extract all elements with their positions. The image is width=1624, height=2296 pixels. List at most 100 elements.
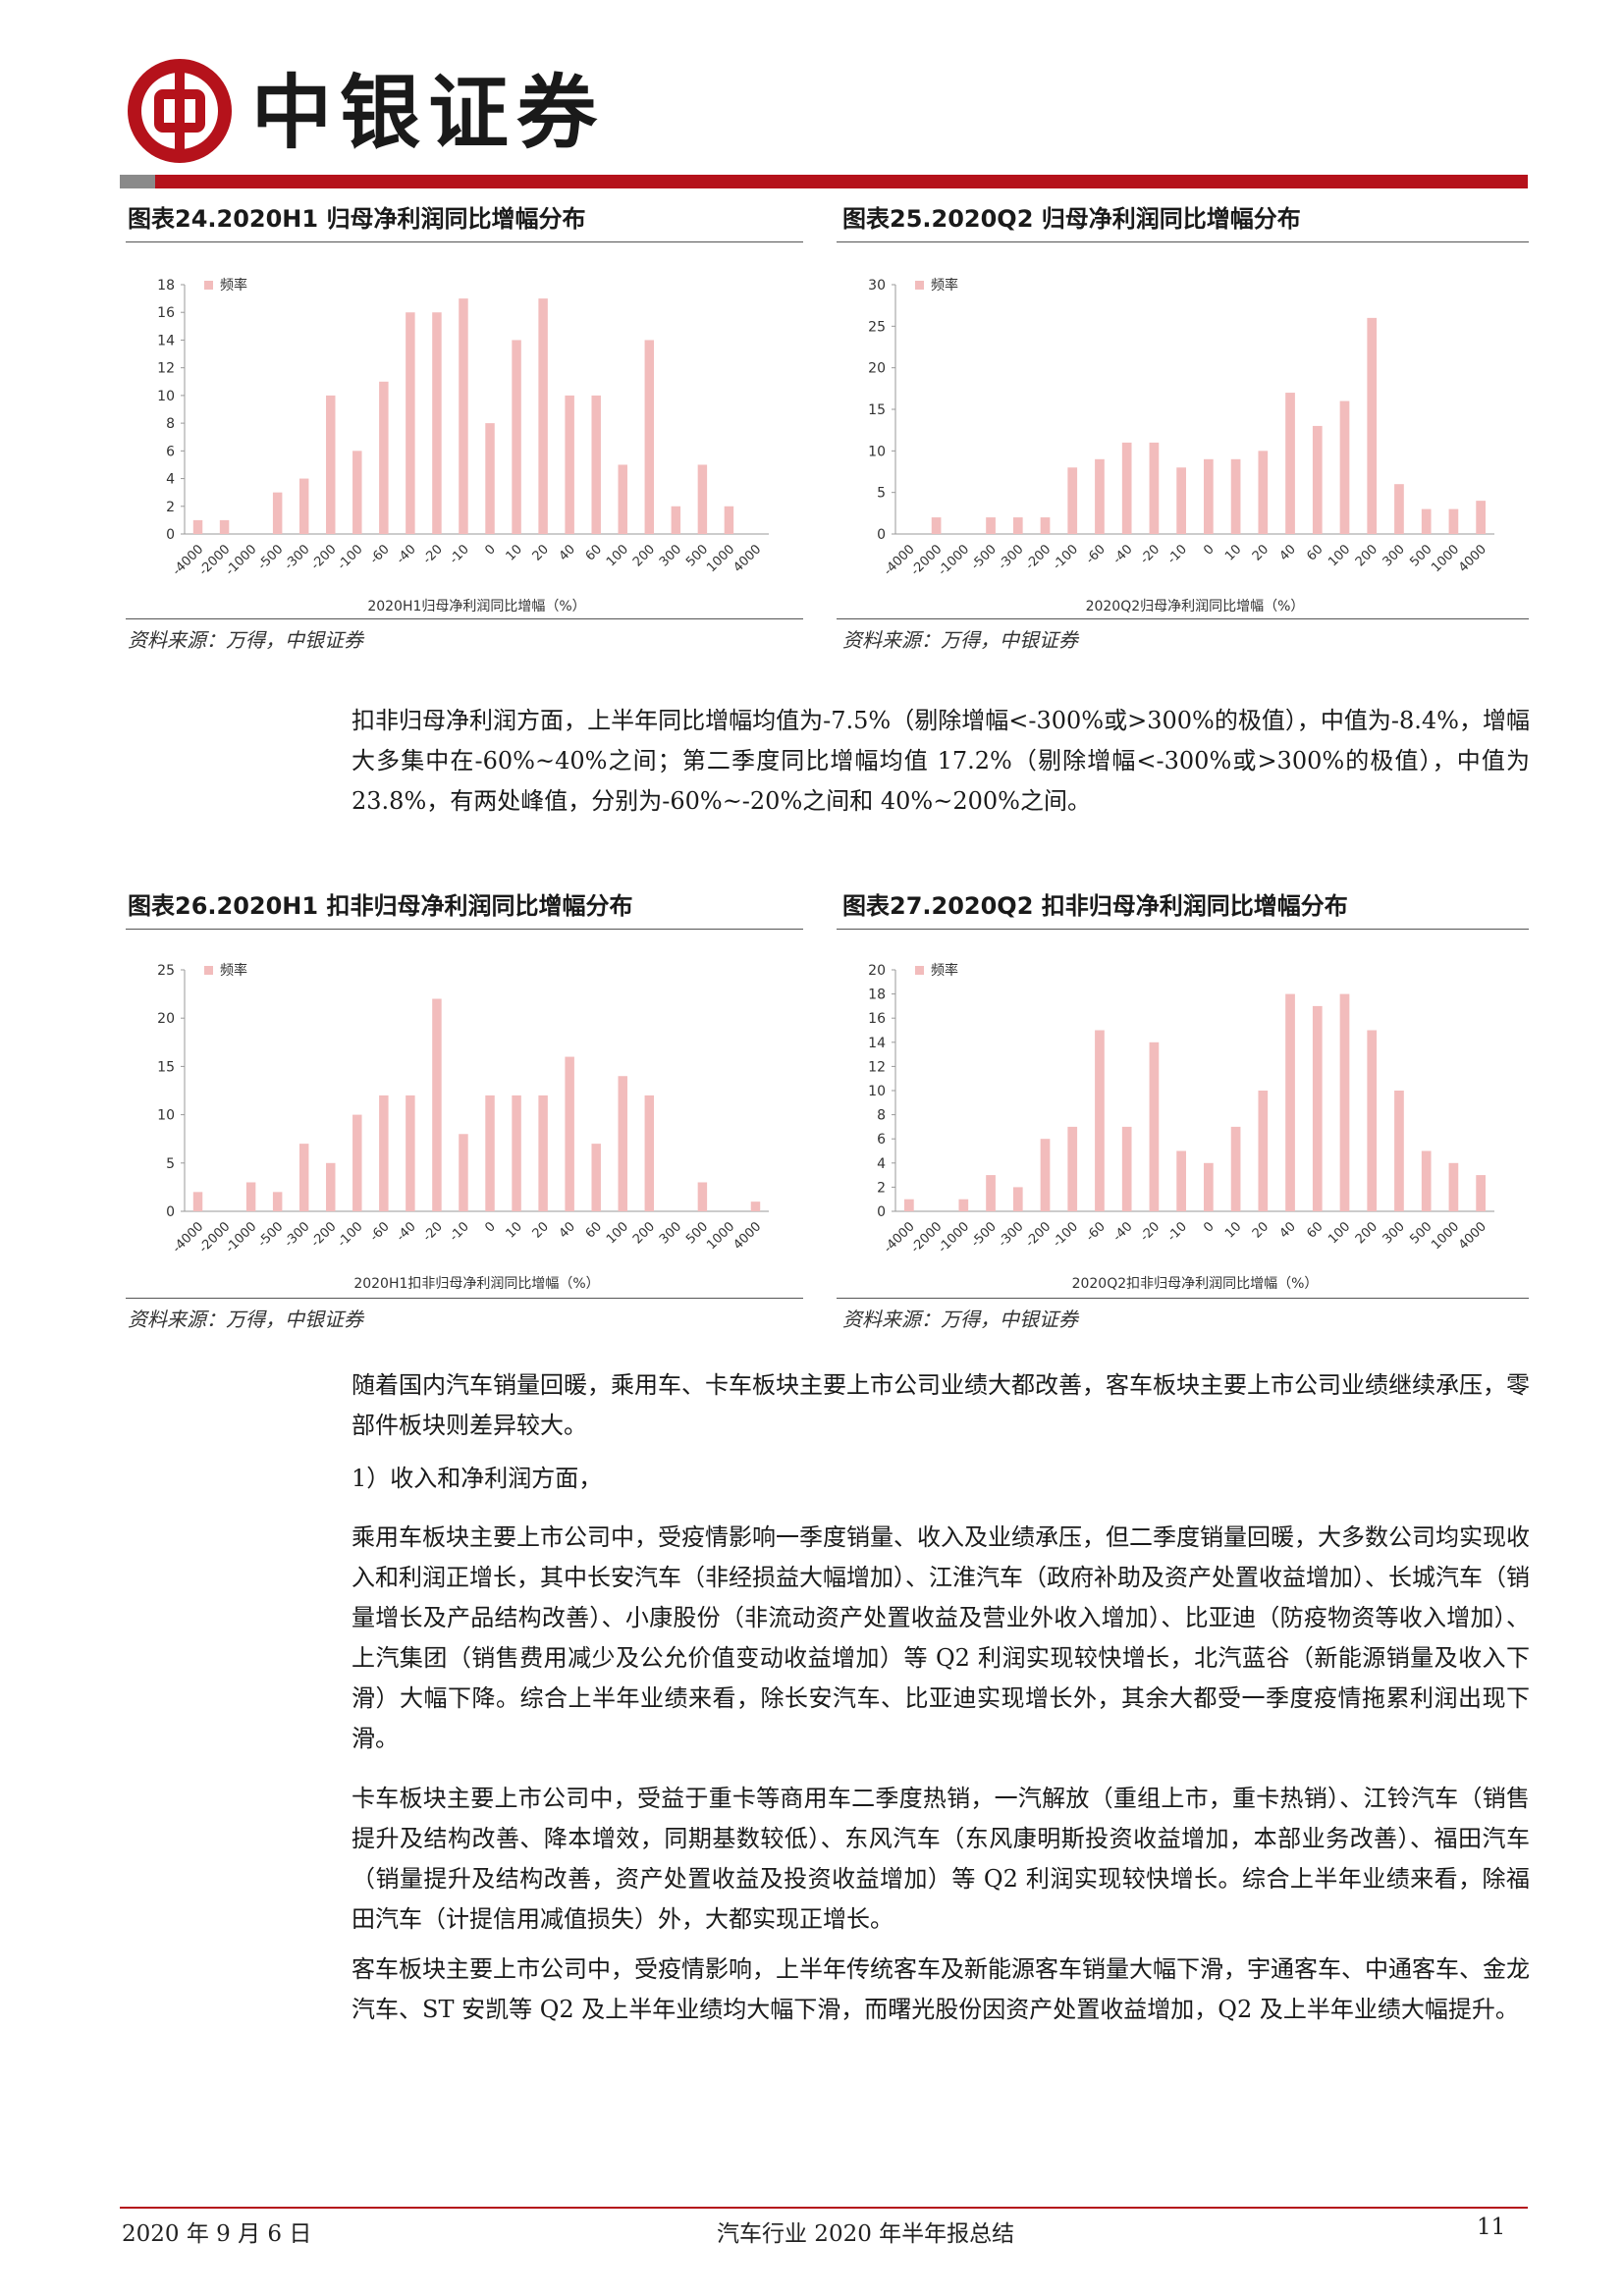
figure-source: 资料来源：万得，中银证券 <box>128 1308 363 1331</box>
chart-bar <box>245 1182 256 1211</box>
y-tick-label: 5 <box>166 1156 175 1172</box>
x-tick-label: 1000 <box>704 542 737 575</box>
x-tick-label: -10 <box>1164 542 1190 567</box>
chart-bar <box>1230 1126 1241 1211</box>
chart-bar <box>352 1114 362 1211</box>
x-tick-label: 0 <box>1201 542 1217 558</box>
x-tick-label: 0 <box>482 1219 498 1235</box>
figure-rule <box>126 241 803 242</box>
y-tick-label: 25 <box>157 963 175 979</box>
figure-title-25: 图表25.2020Q2 归母净利润同比增幅分布 <box>842 205 1301 233</box>
chart-bar <box>565 395 574 534</box>
figure-rule <box>837 241 1529 242</box>
chart-bar <box>1339 400 1350 534</box>
footer-title: 汽车行业 2020 年半年报总结 <box>717 2221 1015 2247</box>
x-tick-label: 60 <box>1304 542 1326 563</box>
y-tick-label: 16 <box>868 1011 886 1027</box>
x-tick-label: -10 <box>1164 1219 1190 1245</box>
chart-bar <box>1204 1162 1214 1211</box>
x-tick-label: 4000 <box>731 1219 764 1253</box>
x-tick-label: -20 <box>420 1219 446 1245</box>
chart-bar <box>644 340 655 534</box>
x-tick-label: -500 <box>255 542 286 572</box>
x-tick-label: -1000 <box>936 1219 972 1255</box>
y-tick-label: 2 <box>166 500 175 515</box>
x-tick-label: -200 <box>308 1219 339 1250</box>
y-tick-label: 0 <box>166 1204 175 1220</box>
chart-bar <box>538 298 548 534</box>
chart-bar <box>618 464 627 534</box>
figure-source: 资料来源：万得，中银证券 <box>128 628 363 652</box>
y-tick-label: 10 <box>868 1084 886 1099</box>
chart-bar <box>326 1162 336 1211</box>
chart-bar <box>512 340 521 534</box>
y-tick-label: 2 <box>877 1180 886 1196</box>
legend-swatch <box>204 281 213 290</box>
x-tick-label: -100 <box>335 1219 365 1250</box>
chart-bar <box>1394 484 1404 534</box>
y-tick-label: 18 <box>157 278 175 294</box>
x-tick-label: -100 <box>1051 1219 1081 1250</box>
chart-bar <box>1095 1030 1105 1211</box>
x-tick-label: -60 <box>1083 1219 1109 1245</box>
x-tick-label: -60 <box>1083 542 1109 567</box>
y-tick-label: 20 <box>157 1011 175 1027</box>
x-tick-label: -10 <box>447 1219 472 1245</box>
x-tick-label: 100 <box>1326 1219 1353 1247</box>
chart-bar <box>406 312 415 534</box>
figure-title-24: 图表24.2020H1 归母净利润同比增幅分布 <box>128 205 586 233</box>
chart-bar <box>1204 458 1214 534</box>
chart-bar <box>697 1182 708 1211</box>
y-tick-label: 14 <box>157 333 175 348</box>
chart-bar <box>1285 393 1295 534</box>
chart-bar <box>1040 517 1051 534</box>
x-tick-label: 20 <box>530 1219 552 1241</box>
x-tick-label: 4000 <box>1456 1219 1489 1253</box>
x-tick-label: -500 <box>968 1219 999 1250</box>
chart-bar <box>485 1095 495 1211</box>
chart-bar <box>904 1199 914 1211</box>
x-tick-label: -300 <box>282 542 312 572</box>
x-tick-label: 20 <box>1250 1219 1272 1241</box>
figure-source: 资料来源：万得，中银证券 <box>842 1308 1078 1331</box>
chart-q2-deducted-profit-growth: 02468101214161820-4000-2000-1000-500-300… <box>868 962 1494 1292</box>
x-tick-label: 20 <box>1250 542 1272 563</box>
x-tick-label: -60 <box>367 542 393 567</box>
chart-bar <box>1067 467 1078 534</box>
footer-rule <box>120 2207 1528 2209</box>
legend-label: 频率 <box>220 277 247 294</box>
paragraph-truck: 卡车板块主要上市公司中，受益于重卡等商用车二季度热销，一汽解放（重组上市，重卡热… <box>352 1785 1530 1933</box>
x-tick-label: 100 <box>604 542 631 569</box>
x-tick-label: -40 <box>394 1219 419 1245</box>
chart-bar <box>1476 1175 1486 1211</box>
x-tick-label: 1000 <box>1429 1219 1462 1253</box>
x-tick-label: 40 <box>557 1219 578 1241</box>
x-tick-label: 200 <box>630 542 658 569</box>
y-tick-label: 0 <box>166 527 175 543</box>
y-tick-label: 12 <box>868 1059 886 1075</box>
chart-bar <box>1421 508 1432 534</box>
y-tick-label: 0 <box>877 527 886 543</box>
x-tick-label: 40 <box>557 542 578 563</box>
chart-bar <box>750 1201 761 1211</box>
x-axis-label: 2020H1归母净利润同比增幅（%） <box>367 598 585 614</box>
y-tick-label: 0 <box>877 1204 886 1220</box>
figure-title-27: 图表27.2020Q2 扣非归母净利润同比增幅分布 <box>842 892 1348 920</box>
x-tick-label: 300 <box>657 1219 684 1247</box>
legend-swatch <box>204 966 213 975</box>
chart-bar <box>406 1095 415 1211</box>
chart-bar <box>1012 517 1023 534</box>
paragraph-passenger-car: 乘用车板块主要上市公司中，受疫情影响一季度销量、收入及业绩承压，但二季度销量回暖… <box>352 1523 1530 1752</box>
chart-bar <box>1258 1091 1269 1211</box>
x-tick-label: -1000 <box>936 542 972 578</box>
paragraph-intro: 随着国内汽车销量回暖，乘用车、卡车板块主要上市公司业绩大都改善，客车板块主要上市… <box>352 1371 1530 1439</box>
x-tick-label: -40 <box>1110 542 1136 567</box>
x-tick-label: -40 <box>394 542 419 567</box>
header-bar <box>120 175 1528 188</box>
legend-label: 频率 <box>931 277 958 294</box>
chart-bar <box>618 1076 627 1211</box>
x-tick-label: 4000 <box>731 542 764 575</box>
y-tick-label: 4 <box>166 472 175 488</box>
x-tick-label: 100 <box>604 1219 631 1247</box>
chart-bar <box>379 1095 389 1211</box>
